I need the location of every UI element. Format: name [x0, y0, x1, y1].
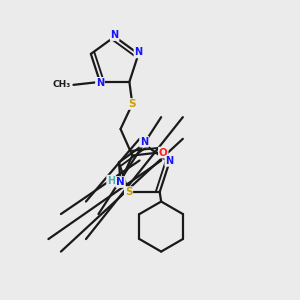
Text: N: N	[116, 177, 125, 187]
Text: O: O	[159, 148, 168, 158]
Text: N: N	[111, 30, 119, 40]
Text: H: H	[107, 176, 115, 186]
Text: S: S	[129, 99, 136, 109]
Text: N: N	[96, 78, 104, 88]
Text: S: S	[125, 187, 132, 197]
Text: N: N	[140, 137, 148, 147]
Text: N: N	[134, 47, 142, 58]
Text: N: N	[165, 156, 173, 166]
Text: CH₃: CH₃	[52, 80, 70, 89]
